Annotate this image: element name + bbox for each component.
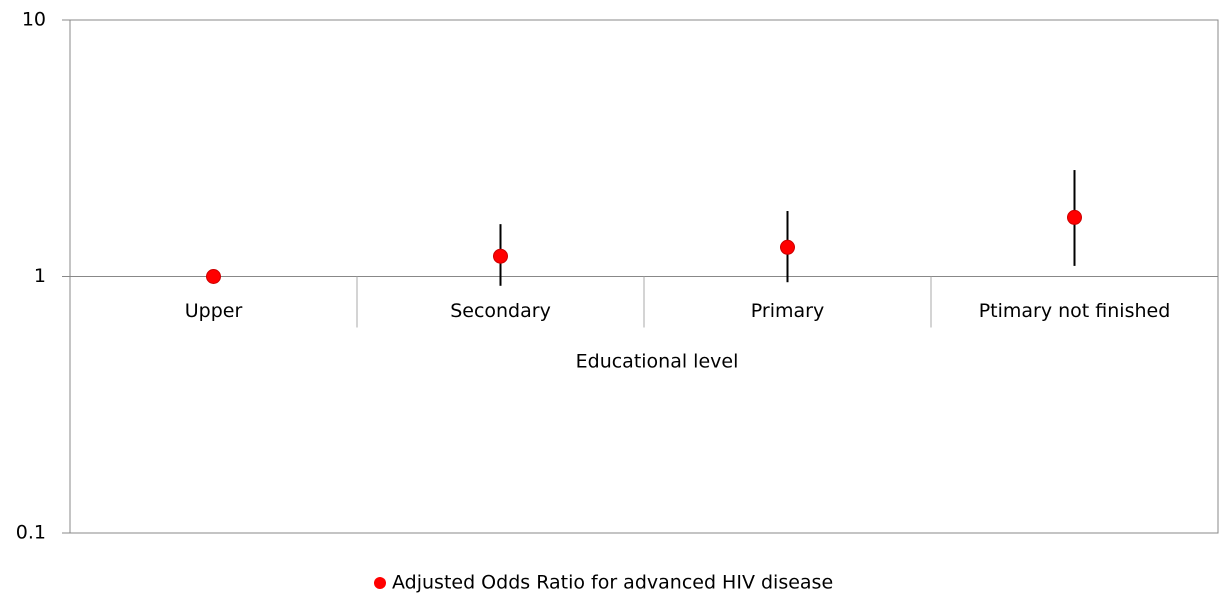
x-tick-label: Upper (185, 300, 243, 322)
x-tick-label: Secondary (450, 300, 551, 322)
y-tick-label: 1 (34, 265, 46, 287)
point (493, 248, 508, 264)
x-tick-label: Ptimary not finished (979, 300, 1171, 322)
y-tick-label: 10 (22, 9, 46, 31)
x-tick-label: Primary (751, 300, 824, 322)
point (206, 269, 221, 284)
x-axis-title: Educational level (576, 351, 739, 373)
legend-label: Adjusted Odds Ratio for advanced HIV dis… (392, 572, 833, 594)
y-tick-label: 0.1 (16, 522, 46, 544)
point (1067, 209, 1082, 225)
point (780, 239, 795, 255)
legend-marker (374, 577, 386, 589)
